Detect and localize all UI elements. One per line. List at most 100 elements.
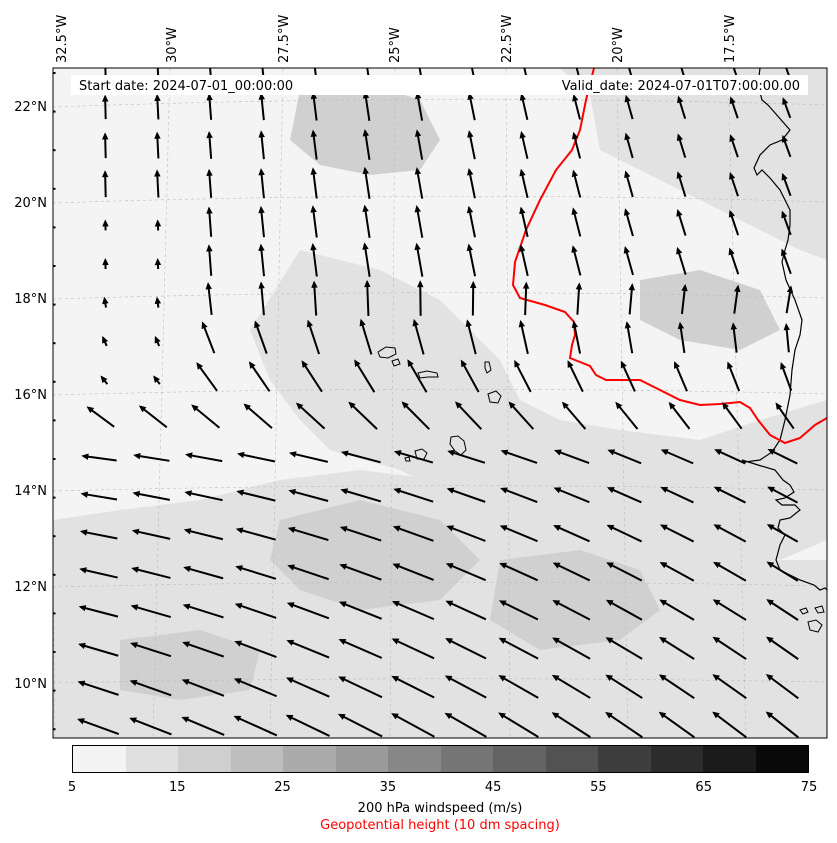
wind-arrow-head <box>206 168 213 177</box>
island-santiago <box>449 435 467 456</box>
wind-arrow-shaft <box>341 489 382 503</box>
wind-arrow-head <box>206 206 213 214</box>
wind-arrow-head <box>310 242 317 251</box>
wind-arrow-shaft <box>501 487 538 503</box>
wind-arrow-head <box>767 486 775 493</box>
wind-arrow-shaft <box>626 322 634 354</box>
wind-arrow-head <box>100 375 108 384</box>
wind-arrow-shaft <box>393 638 435 660</box>
wind-arrow-head <box>722 402 729 410</box>
wind-arrow-head <box>624 321 632 329</box>
wind-arrow-shaft <box>183 679 225 697</box>
wind-arrow-head <box>765 711 774 719</box>
wind-arrow-shaft <box>307 321 321 355</box>
wind-arrow-head <box>130 642 138 649</box>
wind-arrow-head <box>392 525 401 532</box>
wind-arrow-shaft <box>413 320 425 355</box>
wind-arrow-head <box>235 527 244 534</box>
wind-arrow-shaft <box>766 674 799 700</box>
wind-arrow-shaft <box>394 488 434 503</box>
wind-arrow-head <box>571 131 579 140</box>
wind-arrow-head <box>445 563 454 570</box>
wind-arrow-head <box>446 525 455 532</box>
wind-arrow-shaft <box>767 561 799 582</box>
wind-arrow-shaft <box>130 717 172 736</box>
wind-arrow-shaft <box>311 207 318 238</box>
colorbar-segment <box>73 746 126 772</box>
wind-arrow-head <box>499 562 508 569</box>
wind-arrow-head <box>734 284 741 293</box>
wind-arrow-shaft <box>615 402 639 430</box>
wind-arrow-head <box>676 171 683 179</box>
wind-arrow-head <box>414 204 421 213</box>
wind-arrow-shaft <box>514 361 532 393</box>
wind-arrow-head <box>196 362 204 370</box>
wind-arrow-head <box>354 359 361 368</box>
wind-arrow-head <box>676 246 683 255</box>
wind-arrow-head <box>102 132 109 140</box>
wind-arrow-shaft <box>499 675 539 699</box>
wind-arrow-shaft <box>415 244 424 277</box>
wind-arrow-head <box>766 561 775 569</box>
wind-arrow-head <box>519 93 527 101</box>
wind-arrow-shaft <box>238 490 276 502</box>
wind-arrow-head <box>233 715 242 722</box>
wind-arrow-head <box>53 301 54 308</box>
wind-arrow-shaft <box>238 452 276 463</box>
wind-arrow-shaft <box>407 360 428 393</box>
wind-arrow-head <box>53 687 54 694</box>
wind-arrow-shaft <box>340 601 382 620</box>
wind-arrows <box>53 68 799 738</box>
wind-arrow-shaft <box>139 405 168 429</box>
wind-arrow-head <box>310 91 318 100</box>
wind-arrow-shaft <box>235 678 278 698</box>
wind-arrow-head <box>605 711 613 719</box>
wind-arrow-shaft <box>553 637 591 660</box>
wind-arrow-head <box>729 172 736 180</box>
wind-arrow-head <box>659 599 668 606</box>
wind-arrow-shaft <box>554 525 590 543</box>
wind-arrow-head <box>414 129 422 137</box>
wind-arrow-shaft <box>447 525 486 542</box>
wind-arrow-shaft <box>339 639 383 659</box>
wind-arrow-shaft <box>466 321 477 355</box>
wind-arrow-shaft <box>660 637 695 660</box>
wind-arrow-head <box>606 524 615 531</box>
header-band <box>71 75 808 95</box>
wind-arrow-head <box>243 403 251 411</box>
colorbar-tick-label: 55 <box>590 780 607 795</box>
wind-arrow-head <box>783 323 790 331</box>
wind-arrow-head <box>310 205 317 213</box>
wind-arrow-head <box>154 258 162 266</box>
wind-arrow-shaft <box>235 640 277 659</box>
wind-arrow-head <box>191 404 199 412</box>
colorbar-segment <box>230 746 283 772</box>
wind-arrow-shaft <box>715 449 746 465</box>
wind-arrow-head <box>391 675 400 682</box>
lon-label-30w: 30°W <box>165 27 180 63</box>
wind-arrow-head <box>79 567 87 574</box>
wind-arrow-head <box>183 528 192 535</box>
colorbar-tick-label: 25 <box>274 780 291 795</box>
wind-arrow-shaft <box>509 402 535 430</box>
wind-arrow-head <box>412 318 419 327</box>
wind-arrow-head <box>339 526 348 533</box>
wind-arrow-head <box>154 131 161 139</box>
wind-arrow-head <box>362 204 369 213</box>
wind-arrow-shaft <box>134 492 170 501</box>
wind-arrow-head <box>310 129 317 138</box>
lat-label-10n: 10°N <box>14 677 47 692</box>
wind-arrow-shaft <box>83 455 117 462</box>
wind-arrow-shaft <box>363 206 371 238</box>
wind-arrow-head <box>286 639 295 646</box>
wind-arrow-shaft <box>606 674 643 699</box>
wind-arrow-head <box>460 359 468 368</box>
wind-arrow-shaft <box>394 526 434 542</box>
colorbar-segment <box>650 746 703 772</box>
wind-arrow-head <box>86 406 95 414</box>
wind-arrow-head <box>301 360 309 368</box>
wind-arrow-head <box>677 95 684 104</box>
wind-arrow-shaft <box>249 362 271 392</box>
wind-arrow-shaft <box>660 599 695 621</box>
wind-arrow-head <box>552 637 560 644</box>
